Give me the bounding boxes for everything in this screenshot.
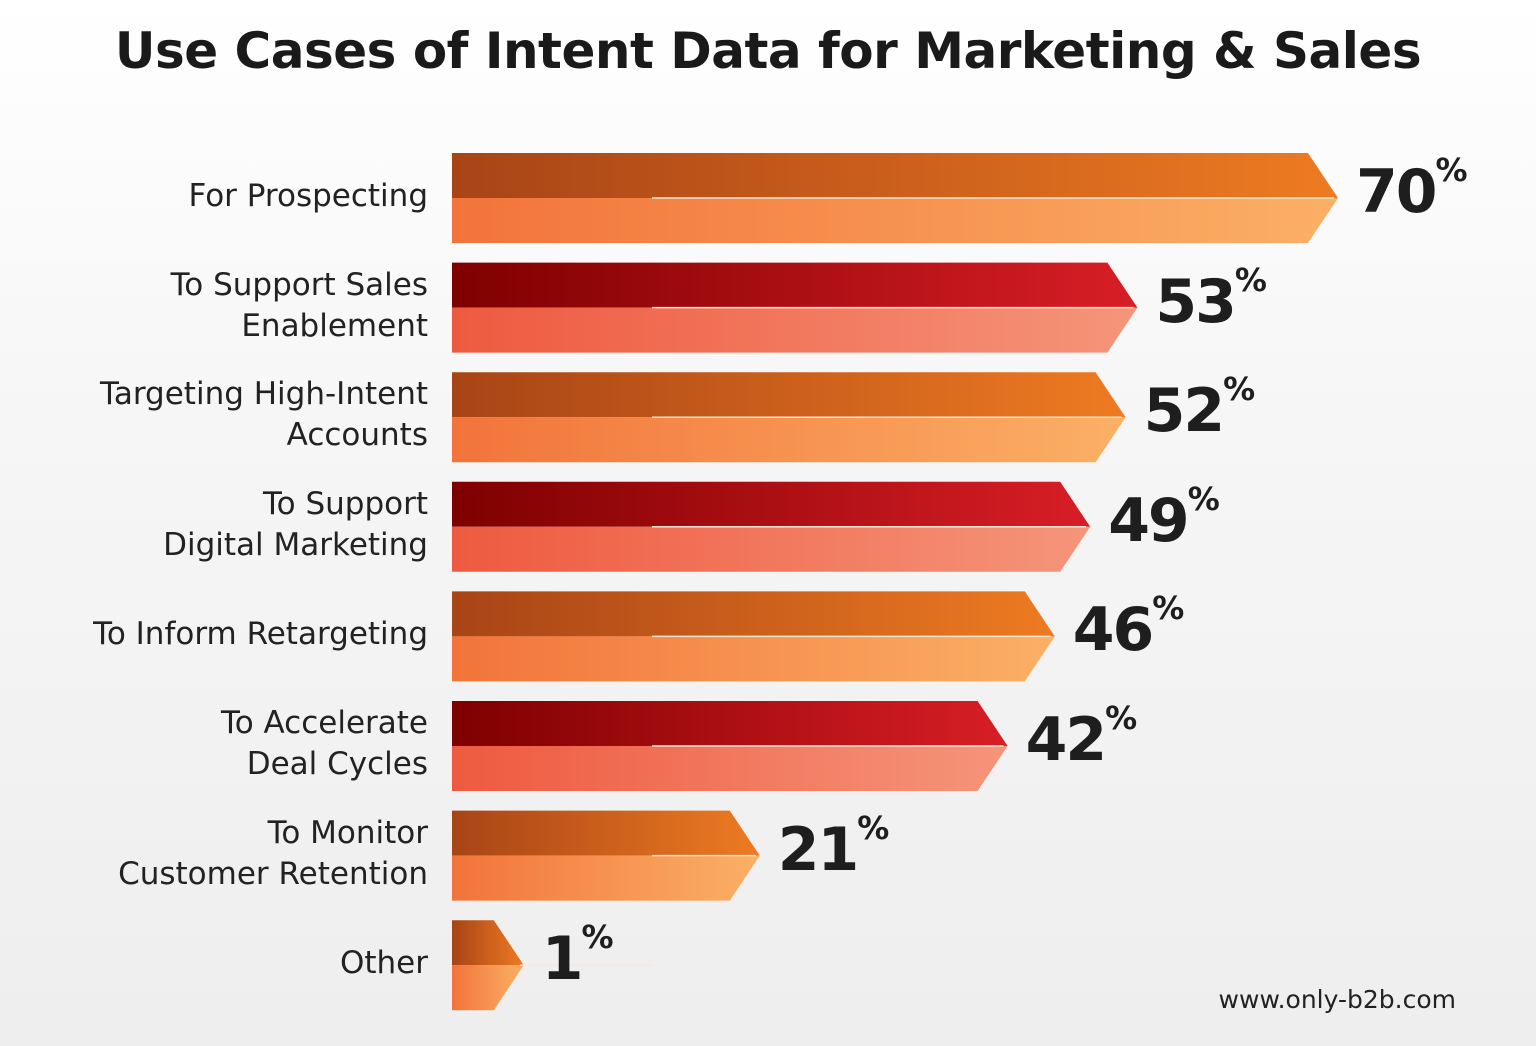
value-label: 21% bbox=[777, 809, 890, 885]
category-label: To Monitor Customer Retention bbox=[118, 813, 428, 895]
category-label-line: Targeting High-Intent bbox=[100, 376, 428, 413]
bar bbox=[452, 372, 1126, 463]
value-label: 49% bbox=[1108, 480, 1220, 556]
percent-sign: % bbox=[857, 808, 890, 847]
percent-sign: % bbox=[581, 918, 614, 957]
category-label-line: Other bbox=[339, 944, 428, 981]
percent-sign: % bbox=[1187, 479, 1220, 518]
bar bbox=[452, 153, 1338, 243]
value-label: 46% bbox=[1072, 589, 1185, 666]
value-number: 52 bbox=[1143, 376, 1225, 447]
percent-sign: % bbox=[1152, 589, 1185, 628]
category-label: Other bbox=[340, 943, 428, 984]
percent-sign: % bbox=[1223, 370, 1256, 409]
category-label: To Support Sales Enablement bbox=[171, 265, 428, 347]
category-label: Targeting High-Intent Accounts bbox=[100, 374, 428, 456]
website-url: www.only-b2b.com bbox=[1218, 985, 1456, 1014]
category-label: To Inform Retargeting bbox=[93, 614, 428, 655]
bar-bottom-face bbox=[452, 746, 1008, 791]
bar-top-face bbox=[452, 372, 1126, 418]
value-number: 1 bbox=[541, 924, 584, 995]
value-label: 53% bbox=[1155, 261, 1267, 337]
bar-top-face bbox=[452, 262, 1138, 308]
category-label-line: Enablement bbox=[241, 307, 428, 344]
value-label: 70% bbox=[1356, 151, 1468, 227]
percent-sign: % bbox=[1105, 699, 1138, 737]
value-label: 42% bbox=[1025, 699, 1138, 775]
bar bbox=[452, 810, 760, 901]
category-label-line: For Prospecting bbox=[188, 177, 428, 214]
category-label-line: To Support Sales bbox=[170, 266, 428, 303]
percent-sign: % bbox=[1234, 260, 1267, 299]
bar-bottom-face bbox=[452, 417, 1126, 463]
bar bbox=[452, 262, 1138, 353]
value-number: 46 bbox=[1072, 595, 1154, 666]
chart-title: Use Cases of Intent Data for Marketing &… bbox=[114, 22, 1422, 80]
category-label: For Prospecting bbox=[188, 176, 428, 217]
bar-top-face bbox=[452, 481, 1091, 527]
bar bbox=[452, 701, 1008, 791]
value-number: 70 bbox=[1356, 157, 1437, 227]
bar-bottom-face bbox=[452, 855, 760, 901]
category-label: To Support Digital Marketing bbox=[163, 484, 428, 566]
bar bbox=[452, 591, 1055, 682]
bar bbox=[452, 920, 652, 1011]
bar-top-face bbox=[452, 591, 1055, 637]
bar-bottom-face bbox=[452, 965, 524, 1011]
value-number: 49 bbox=[1108, 485, 1189, 556]
bar bbox=[452, 481, 1091, 572]
bar-top-face bbox=[452, 153, 1338, 198]
value-label: 1% bbox=[541, 918, 614, 995]
category-label-line: Digital Marketing bbox=[163, 526, 428, 563]
category-label-line: To Accelerate bbox=[221, 705, 428, 741]
category-label: To Accelerate Deal Cycles bbox=[221, 703, 428, 785]
value-number: 53 bbox=[1155, 266, 1236, 337]
value-label: 52% bbox=[1143, 370, 1256, 447]
bar-top-face bbox=[452, 701, 1008, 746]
category-label-line: Customer Retention bbox=[118, 855, 428, 892]
bar-bottom-face bbox=[452, 636, 1055, 682]
bar-bottom-face bbox=[452, 198, 1338, 243]
category-label-line: To Monitor bbox=[267, 814, 428, 851]
bar-top-face bbox=[452, 810, 760, 856]
category-label-line: To Support bbox=[262, 485, 428, 522]
category-label-line: Deal Cycles bbox=[246, 746, 428, 782]
value-number: 21 bbox=[777, 814, 859, 885]
category-label-line: To Inform Retargeting bbox=[93, 615, 428, 652]
bar-bottom-face bbox=[452, 526, 1091, 572]
bar-bottom-face bbox=[452, 307, 1138, 353]
category-label-line: Accounts bbox=[286, 417, 428, 454]
bar-top-face bbox=[452, 920, 524, 966]
value-number: 42 bbox=[1025, 705, 1107, 775]
percent-sign: % bbox=[1435, 151, 1468, 189]
